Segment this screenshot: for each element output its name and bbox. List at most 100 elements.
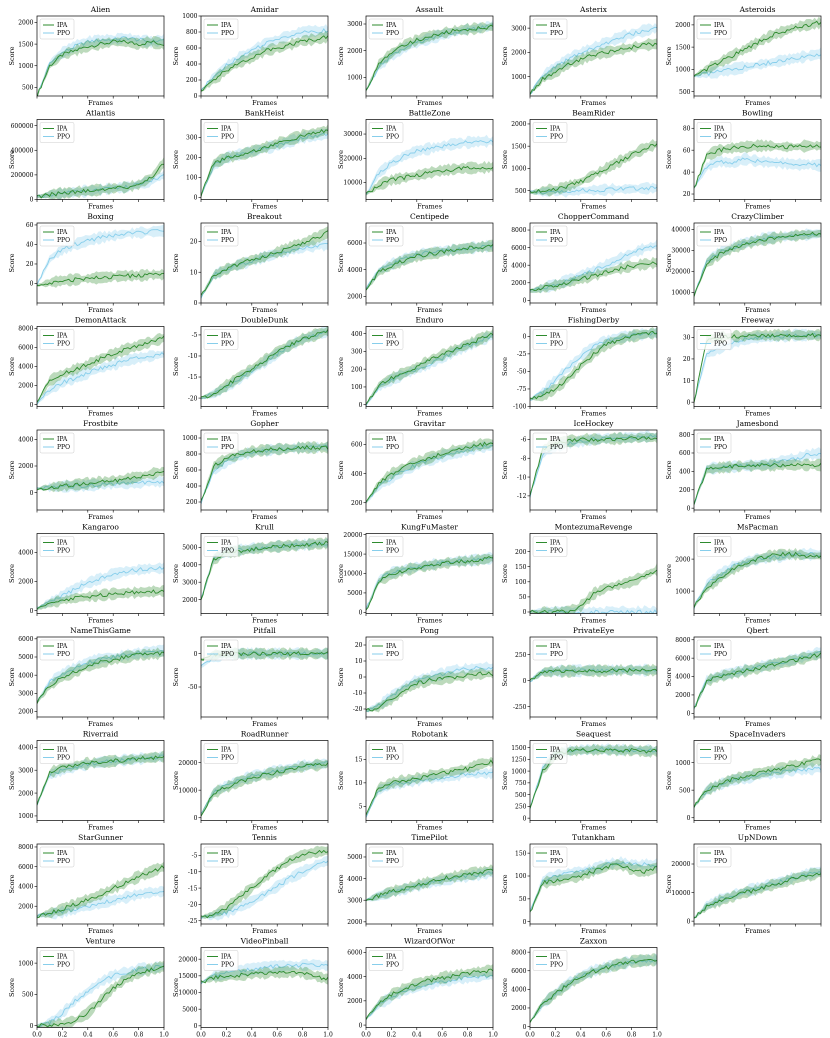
plot-area — [201, 958, 328, 985]
legend-box — [696, 329, 732, 350]
plot-area — [694, 754, 821, 808]
y-axis-label: Score — [665, 150, 673, 169]
series-line-ppo — [37, 352, 164, 405]
y-tick-label: 1000 — [182, 435, 197, 442]
legend-label-ipa: IPA — [386, 229, 397, 236]
y-axis-label: Score — [337, 771, 345, 790]
series-line-ipa — [366, 441, 493, 503]
y-tick-label: -25 — [517, 351, 527, 358]
series-band-ipa — [530, 859, 657, 914]
series-band-ppo — [37, 562, 164, 610]
legend-label-ipa: IPA — [386, 22, 397, 29]
legend-box — [39, 846, 75, 868]
legend-box — [39, 536, 75, 557]
legend-label-ipa: IPA — [57, 22, 68, 29]
legend-label-ipa: IPA — [714, 643, 725, 650]
panel-crazyclimber: CrazyClimber 10000 20000 30000 40000 Frames Sc… — [665, 212, 822, 314]
x-tick-label: 0.6 — [601, 1032, 611, 1038]
plot-frame — [200, 843, 329, 925]
y-tick-label: 150 — [515, 564, 527, 571]
x-tick-label: 0.6 — [437, 1032, 447, 1038]
plot-area — [694, 447, 821, 505]
x-axis-label: Frames — [581, 720, 606, 728]
y-tick-label: 0 — [194, 300, 198, 307]
plot-frame — [36, 119, 165, 200]
y-axis-label: Score — [172, 667, 180, 686]
y-tick-label: 4000 — [18, 364, 33, 371]
series-line-ipa — [694, 231, 821, 297]
x-tick-label: 0.8 — [134, 1032, 144, 1038]
series-band-ppo — [37, 170, 164, 200]
x-tick-label: 0.6 — [108, 1032, 118, 1038]
plot-area — [366, 964, 493, 1021]
series-band-ppo — [37, 475, 164, 493]
series-line-ppo — [37, 480, 164, 490]
y-axis-label: Score — [665, 46, 673, 65]
legend-label-ipa: IPA — [550, 540, 561, 547]
y-tick-label: 2000 — [18, 20, 33, 27]
y-tick-label: 1000 — [511, 768, 526, 775]
legend-label-ppo: PPO — [57, 134, 70, 141]
panel-title: IceHockey — [573, 419, 614, 428]
series-band-ipa — [201, 758, 328, 817]
plot-area — [201, 124, 328, 197]
panel-title: BeamRider — [572, 109, 615, 118]
series-band-ppo — [366, 767, 493, 818]
x-axis-label: Frames — [581, 617, 606, 625]
y-tick-label: 0 — [523, 678, 527, 685]
series-band-ipa — [366, 437, 493, 505]
series-line-ipa — [37, 589, 164, 610]
series-band-ppo — [366, 239, 493, 291]
panel-title: Zaxxon — [580, 937, 608, 946]
y-tick-label: 20 — [683, 191, 691, 198]
legend-label-ipa: IPA — [386, 747, 397, 754]
plot-area — [201, 326, 328, 400]
legend-label-ppo: PPO — [221, 444, 234, 451]
series-band-ipa — [694, 754, 821, 808]
legend-label-ppo: PPO — [714, 651, 727, 658]
legend-box — [203, 432, 239, 454]
panel-title: Robotank — [411, 730, 448, 739]
y-tick-label: 4000 — [347, 267, 362, 274]
series-band-ipa — [366, 964, 493, 1020]
x-tick-label: 0.2 — [387, 1032, 397, 1038]
legend-box — [39, 743, 75, 764]
y-tick-label: 0 — [687, 815, 691, 822]
x-axis-label: Frames — [252, 617, 277, 625]
series-line-ppo — [530, 186, 657, 195]
plot-area — [694, 866, 821, 920]
series-band-ppo — [201, 440, 328, 504]
y-axis-label: Score — [337, 460, 345, 479]
x-axis-label: Frames — [745, 513, 770, 521]
series-line-ipa — [201, 35, 328, 92]
y-tick-label: 8000 — [18, 326, 33, 333]
panel-title: MontezumaRevenge — [555, 523, 633, 532]
panel-videopinball: VideoPinball 0 5000 10000 15000 20000 0.0 0.2 0.… — [172, 937, 333, 1038]
plot-area — [366, 437, 493, 505]
panel-title: Amidar — [250, 5, 279, 14]
panel-stargunner: StarGunner 2000 4000 6000 8000 Frames Score IPA… — [8, 833, 165, 935]
legend-label-ipa: IPA — [221, 229, 232, 236]
x-tick-label: 0.6 — [272, 1032, 282, 1038]
y-axis-label: Score — [501, 771, 509, 790]
y-tick-label: 2000 — [511, 1005, 526, 1012]
series-line-ipa — [37, 864, 164, 919]
panel-title: Asterix — [579, 5, 608, 14]
y-tick-label: 10000 — [178, 787, 197, 794]
panel-title: Alien — [90, 5, 111, 14]
legend-label-ipa: IPA — [550, 954, 561, 961]
y-tick-label: 6000 — [675, 655, 690, 662]
y-tick-label: 40 — [26, 242, 34, 249]
series-band-ipa — [366, 553, 493, 612]
y-tick-label: -10 — [353, 690, 363, 697]
